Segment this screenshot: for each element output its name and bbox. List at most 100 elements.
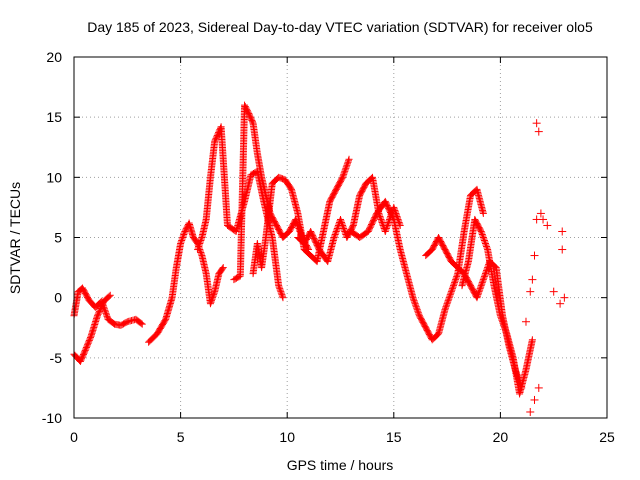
data-point [337, 215, 344, 223]
data-point [83, 342, 91, 350]
y-tick-label: 0 [54, 290, 62, 306]
data-point [211, 137, 219, 145]
data-point [501, 325, 509, 333]
data-point [446, 292, 454, 300]
data-point [382, 224, 390, 232]
data-point [207, 298, 215, 306]
data-point [499, 319, 507, 327]
data-point [558, 245, 567, 254]
data-point [480, 273, 488, 281]
data-point [84, 341, 92, 349]
data-point [496, 312, 504, 320]
data-point [502, 327, 510, 335]
data-point [389, 214, 397, 222]
data-point [331, 232, 339, 240]
data-point [498, 316, 506, 324]
data-point [478, 280, 486, 288]
data-point [443, 300, 451, 308]
data-point [339, 223, 347, 231]
data-point [338, 218, 346, 226]
data-point [93, 312, 101, 320]
data-point [534, 383, 543, 392]
data-point [99, 300, 107, 308]
data-point [377, 215, 385, 223]
data-point [473, 294, 481, 302]
data-point [410, 297, 418, 305]
data-point [333, 224, 341, 232]
data-point [218, 265, 226, 273]
data-point [391, 208, 399, 216]
data-point [534, 127, 543, 136]
data-point [105, 292, 113, 300]
data-point [482, 268, 490, 276]
data-point [483, 243, 491, 251]
data-point [85, 338, 93, 346]
y-tick-label: 5 [54, 230, 62, 246]
data-point [97, 303, 105, 311]
data-point [82, 344, 90, 352]
data-point [500, 321, 508, 329]
data-point [453, 273, 461, 281]
data-point [477, 226, 485, 234]
data-point [473, 292, 481, 300]
data-point [443, 301, 451, 309]
data-point [530, 251, 539, 260]
data-point [213, 133, 221, 141]
data-point [275, 282, 283, 290]
data-point [476, 285, 484, 293]
data-point [409, 294, 417, 302]
data-point [381, 227, 389, 235]
data-point [497, 315, 505, 323]
data-point [330, 234, 338, 241]
data-point [474, 291, 482, 299]
data-point [82, 345, 90, 353]
x-tick-label: 25 [599, 429, 615, 445]
data-point [197, 250, 205, 258]
data-point [179, 232, 187, 240]
data-point [558, 227, 567, 236]
data-point [197, 249, 205, 257]
data-point [103, 312, 111, 320]
data-point [449, 283, 457, 291]
data-point [414, 309, 422, 317]
data-point [411, 298, 419, 306]
data-point [137, 319, 145, 327]
data-point [411, 300, 419, 308]
data-point [208, 295, 216, 303]
data-point [477, 282, 485, 290]
y-axis-label: SDTVAR / TECUs [7, 182, 23, 294]
data-point [526, 287, 535, 296]
grid [74, 57, 607, 418]
data-point [532, 119, 541, 128]
data-point [214, 130, 222, 138]
data-point [478, 279, 486, 287]
data-point [445, 295, 453, 303]
data-point [196, 240, 204, 248]
data-point [549, 287, 558, 296]
data-point [345, 155, 353, 163]
data-point [276, 286, 284, 294]
data-point [483, 265, 491, 273]
data-point [196, 238, 204, 246]
data-point [340, 224, 348, 232]
chart-title: Day 185 of 2023, Sidereal Day-to-day VTE… [87, 19, 593, 35]
data-point [213, 131, 221, 139]
data-point [479, 277, 487, 285]
data-point [481, 270, 489, 278]
data-point [412, 303, 420, 311]
data-point [209, 294, 217, 302]
data-point [482, 241, 490, 249]
x-tick-label: 5 [177, 429, 185, 445]
data-point [442, 304, 450, 312]
data-point [337, 217, 345, 225]
data-point [413, 304, 421, 312]
data-point [543, 221, 552, 230]
data-point [378, 218, 386, 226]
data-point [539, 215, 548, 224]
data-point [343, 161, 351, 169]
data-point [333, 226, 341, 234]
data-point [94, 310, 102, 318]
data-point [340, 169, 348, 177]
data-point [390, 205, 398, 213]
data-point [279, 294, 287, 302]
